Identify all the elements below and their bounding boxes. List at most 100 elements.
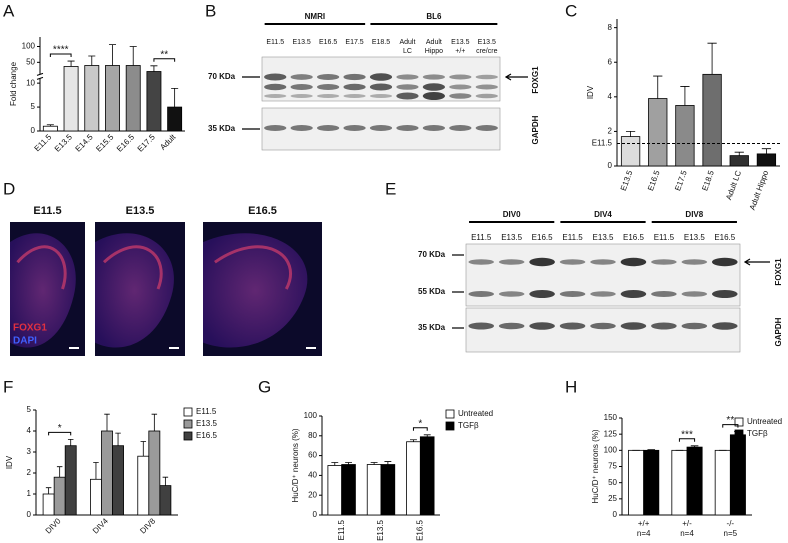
bar xyxy=(64,445,77,516)
significance-bracket xyxy=(49,53,72,58)
bar xyxy=(42,125,58,132)
blot-band xyxy=(422,92,445,100)
error-bar xyxy=(384,461,392,465)
blot-band xyxy=(422,83,445,91)
bar xyxy=(620,136,641,167)
lane-label: E13.5 xyxy=(593,233,614,242)
bar xyxy=(419,436,435,516)
bar xyxy=(125,65,141,132)
blot-band xyxy=(498,322,525,330)
blot-band xyxy=(559,291,586,297)
tissue xyxy=(10,233,76,348)
error-bar xyxy=(162,476,169,486)
error-bar xyxy=(56,466,63,478)
group-label: DIV8 xyxy=(685,210,703,219)
blot-band xyxy=(449,84,472,90)
error-bar xyxy=(680,86,690,106)
x-tick-label: +/+ xyxy=(638,519,650,528)
lane-label: E13.5 xyxy=(451,39,469,46)
marker-label: 35 KDa xyxy=(208,124,236,133)
blot-band xyxy=(651,322,677,330)
bar xyxy=(137,455,150,516)
bar xyxy=(675,105,695,167)
lane-label: E11.5 xyxy=(562,233,583,242)
image-title: E11.5 xyxy=(33,205,61,217)
y-tick-label: 8 xyxy=(608,23,613,32)
y-tick-label: 20 xyxy=(308,490,317,499)
x-tick-label: E17.5 xyxy=(136,132,158,154)
lane-label: E16.5 xyxy=(623,233,644,242)
blot-band xyxy=(369,125,393,131)
bar xyxy=(42,493,55,516)
blot-band xyxy=(620,257,647,267)
blot-band xyxy=(475,74,498,80)
x-tick-label: E15.5 xyxy=(94,132,116,154)
x-tick-label: DIV0 xyxy=(44,516,63,535)
y-tick-label: 2 xyxy=(608,127,613,136)
x-tick-label: +/- xyxy=(682,519,692,528)
axis-break xyxy=(36,76,44,80)
x-tick-label: n=5 xyxy=(724,529,738,538)
legend-swatch xyxy=(183,419,193,429)
reference-label: E11.5 xyxy=(592,139,613,148)
blot-band xyxy=(681,291,708,297)
bar xyxy=(366,464,382,516)
x-tick-label: E16.5 xyxy=(415,519,424,540)
significance-label: ** xyxy=(726,415,734,426)
x-tick-label: Adult LC xyxy=(724,169,743,201)
protein-label: FOXG1 xyxy=(531,66,540,94)
bar xyxy=(341,464,356,516)
y-tick-label: 0 xyxy=(613,510,618,519)
y-tick-label: 100 xyxy=(304,411,318,420)
y-axis-label: HuC/D⁺ neurons (%) xyxy=(291,428,300,502)
tissue xyxy=(95,233,174,348)
y-tick-label: 75 xyxy=(608,462,617,471)
blot-band xyxy=(475,84,498,90)
significance-label: * xyxy=(418,418,422,429)
lane-label: E16.5 xyxy=(532,233,553,242)
bar xyxy=(112,445,124,516)
error-bar xyxy=(104,413,110,431)
error-bar xyxy=(345,462,352,465)
y-tick-label: 1 xyxy=(27,489,32,498)
error-bar xyxy=(108,44,117,66)
blot-band xyxy=(290,94,313,98)
error-bar xyxy=(331,462,339,466)
y-tick-label: 150 xyxy=(604,413,618,422)
legend-swatch xyxy=(734,429,744,439)
significance-bracket xyxy=(412,427,428,431)
x-tick-label: E16.5 xyxy=(646,169,662,192)
marker-label: 70 KDa xyxy=(208,72,236,81)
blot-band xyxy=(590,322,616,330)
x-tick-label: E14.5 xyxy=(74,132,96,154)
legend-swatch xyxy=(445,409,455,419)
significance-label: * xyxy=(58,423,62,434)
lane-label: Adult xyxy=(399,39,415,46)
bar xyxy=(756,153,777,167)
marker-label: 70 KDa xyxy=(418,250,446,259)
blot-band xyxy=(422,125,445,131)
blot-band xyxy=(620,290,647,298)
marker-label: 35 KDa xyxy=(418,323,446,332)
significance-bracket xyxy=(722,424,739,428)
group-label: NMRI xyxy=(305,12,325,21)
bar xyxy=(714,449,731,516)
error-bar xyxy=(88,55,96,66)
x-tick-label: n=4 xyxy=(637,529,651,538)
y-tick-label: 60 xyxy=(308,451,317,460)
legend-label: TGFβ xyxy=(747,429,768,438)
blot-band xyxy=(317,94,340,98)
legend-label: Untreated xyxy=(458,409,493,418)
blot-band xyxy=(468,291,495,297)
blot-band xyxy=(681,322,708,330)
bar xyxy=(167,106,183,132)
error-bar xyxy=(46,124,54,127)
blot-band xyxy=(317,84,340,90)
x-tick-label: E17.5 xyxy=(673,169,689,192)
tissue-layer xyxy=(16,245,67,290)
panel-letter: C xyxy=(565,1,577,20)
tissue-layer xyxy=(102,245,163,290)
error-bar xyxy=(129,46,137,66)
blot-band xyxy=(317,125,340,131)
